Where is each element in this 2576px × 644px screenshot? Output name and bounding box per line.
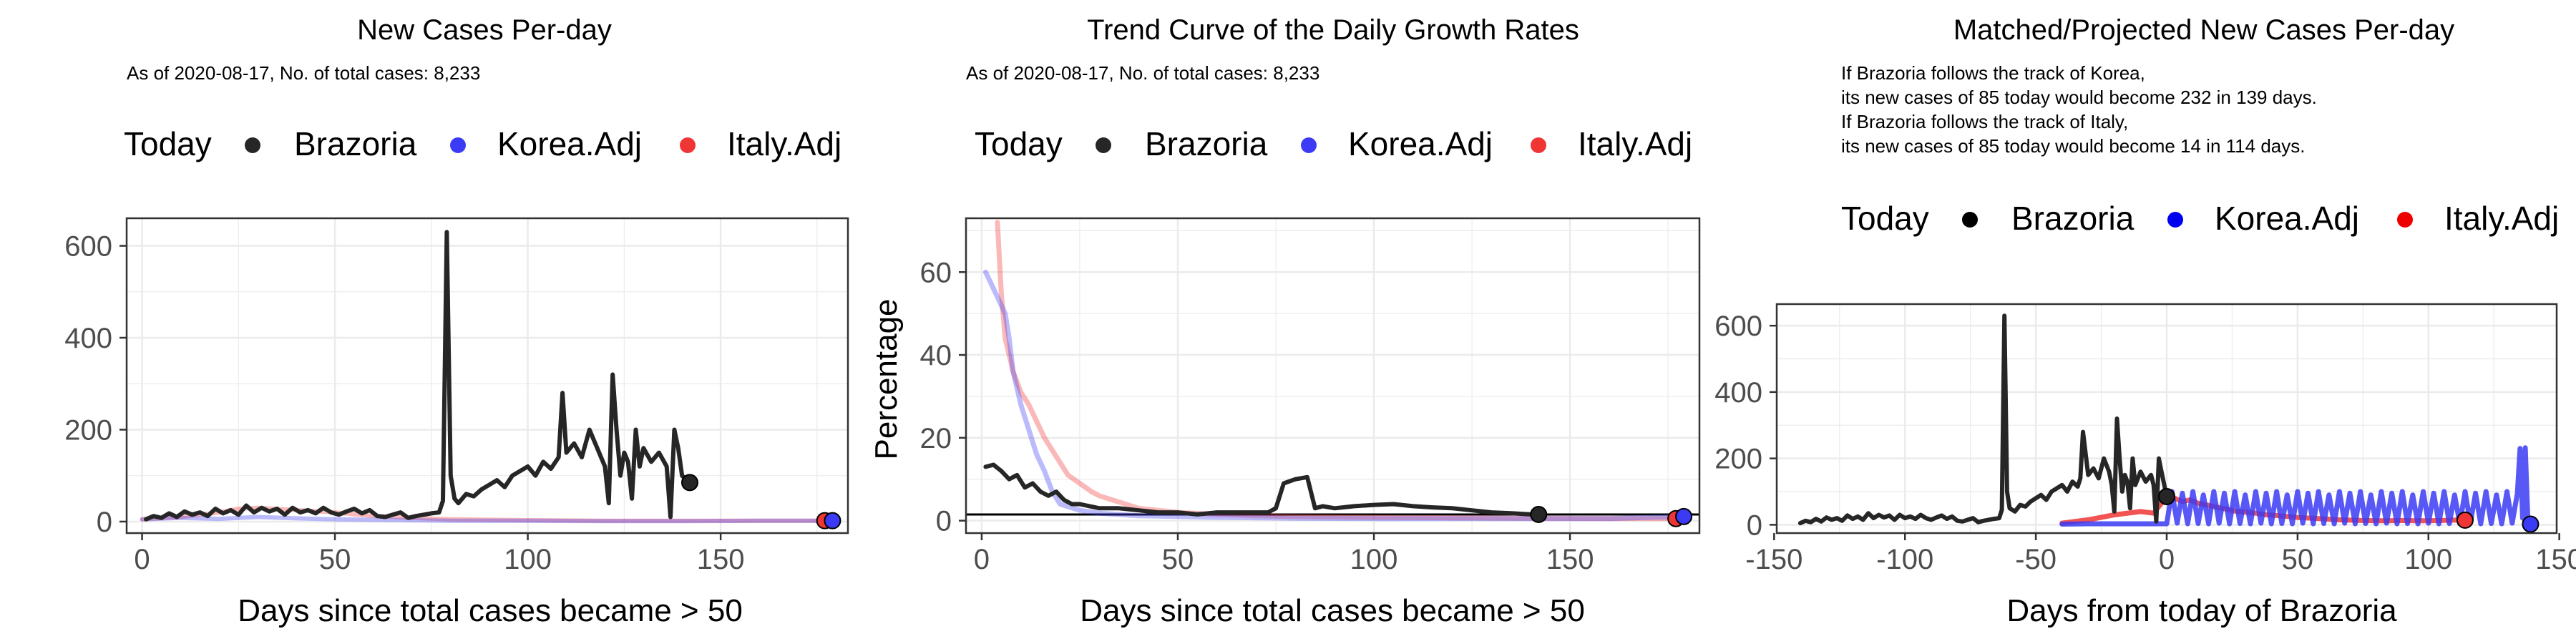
panel3-legend-title: Today xyxy=(1841,200,1929,237)
panel3-annotation-1: If Brazoria follows the track of Korea, xyxy=(1841,62,2145,84)
panel2-y-tick-label: 40 xyxy=(920,340,952,371)
panel2-legend: Today Brazoria Korea.Adj Italy.Adj xyxy=(975,125,1692,162)
panel3-legend-italy-key xyxy=(2397,212,2413,228)
panel3-x-tick-label: 50 xyxy=(2282,544,2314,575)
panel-new-cases: New Cases Per-day As of 2020-08-17, No. … xyxy=(64,14,849,628)
panel1-x-tick-label: 150 xyxy=(697,544,745,575)
panel3-x-tick-label: -150 xyxy=(1745,544,1802,575)
panel3-x-tick-label: 0 xyxy=(2159,544,2175,575)
panel1-subtitle: As of 2020-08-17, No. of total cases: 8,… xyxy=(127,62,480,84)
panel3-today-point-korea-adj xyxy=(2522,515,2540,533)
panel2-series-brazoria xyxy=(983,462,1541,517)
panel3-x-axis-label: Days from today of Brazoria xyxy=(2006,593,2397,628)
panel2-legend-italy-key xyxy=(1531,137,1546,153)
panel2-title: Trend Curve of the Daily Growth Rates xyxy=(1087,14,1579,46)
panel2-y-tick-label: 60 xyxy=(920,257,952,288)
panel3-title: Matched/Projected New Cases Per-day xyxy=(1953,14,2454,46)
panel3-legend-italy: Italy.Adj xyxy=(2444,200,2559,237)
panel2-panel-border xyxy=(965,217,1701,535)
panel2-x-tick-label: 0 xyxy=(974,544,990,575)
panel3-series-korea-adj xyxy=(2059,445,2533,527)
panel2-y-axis-label: Percentage xyxy=(869,298,904,459)
panel3-legend-brazoria: Brazoria xyxy=(2011,200,2135,237)
panel1-legend-italy-key xyxy=(680,137,696,153)
panel1-panel-background xyxy=(127,218,848,533)
panel3-y-tick-label: 0 xyxy=(1747,509,1762,541)
panel1-y-tick-label: 600 xyxy=(64,231,112,263)
panel3-y-tick-label: 600 xyxy=(1714,311,1762,342)
panel3-annotation-4: its new cases of 85 today would become 1… xyxy=(1841,135,2305,157)
panel3-today-point-brazoria xyxy=(2158,487,2175,505)
panel3-x-tick-label: 100 xyxy=(2404,544,2452,575)
panel2-today-point-korea-adj xyxy=(1675,507,1693,525)
panel1-legend: Today Brazoria Korea.Adj Italy.Adj xyxy=(124,125,841,162)
panel3-legend-brazoria-key xyxy=(1962,212,1978,228)
panel3-legend: Today Brazoria Korea.Adj Italy.Adj xyxy=(1841,200,2559,237)
panel2-panel-background xyxy=(966,218,1699,533)
panel1-legend-brazoria-key xyxy=(245,137,260,153)
panel2-series-italy-adj xyxy=(995,220,1679,522)
panel3-series-brazoria xyxy=(1797,313,2169,526)
panel3-plot-area xyxy=(1775,303,2558,535)
panel2-legend-brazoria-key xyxy=(1096,137,1111,153)
panel1-legend-italy: Italy.Adj xyxy=(727,125,841,162)
panel3-legend-korea-key xyxy=(2167,212,2183,228)
panel3-today-point-italy-adj xyxy=(2456,511,2474,529)
panel1-legend-korea-key xyxy=(450,137,466,153)
panel-projected-cases: Matched/Projected New Cases Per-day If B… xyxy=(1714,14,2576,628)
panel-growth-rates: Trend Curve of the Daily Growth Rates As… xyxy=(869,14,1701,628)
panel1-y-tick-label: 0 xyxy=(97,507,112,538)
panel1-x-tick-label: 0 xyxy=(134,544,150,575)
panel3-legend-korea: Korea.Adj xyxy=(2215,200,2359,237)
panel2-y-tick-label: 20 xyxy=(920,423,952,454)
panel2-legend-korea-key xyxy=(1301,137,1317,153)
panel1-plot-area xyxy=(125,217,849,535)
panel1-today-point-korea-adj xyxy=(824,512,841,530)
panel1-legend-title: Today xyxy=(124,125,212,162)
panel1-y-tick-label: 400 xyxy=(64,323,112,354)
panel1-x-tick-label: 100 xyxy=(504,544,552,575)
panel2-subtitle: As of 2020-08-17, No. of total cases: 8,… xyxy=(966,62,1319,84)
panel1-legend-brazoria: Brazoria xyxy=(294,125,417,162)
panel2-legend-brazoria: Brazoria xyxy=(1145,125,1268,162)
panel2-legend-korea: Korea.Adj xyxy=(1348,125,1493,162)
panel2-y-tick-label: 0 xyxy=(936,506,952,537)
panel1-x-tick-label: 50 xyxy=(319,544,351,575)
panel1-series-korea-adj xyxy=(140,514,831,524)
panel2-legend-title: Today xyxy=(975,125,1063,162)
panel1-panel-border xyxy=(125,217,849,535)
panel2-today-point-brazoria xyxy=(1530,505,1548,523)
panel1-series-brazoria xyxy=(144,230,692,522)
panel3-x-tick-label: -50 xyxy=(2015,544,2057,575)
panel3-annotation-3: If Brazoria follows the track of Italy, xyxy=(1841,111,2128,132)
panel2-legend-italy: Italy.Adj xyxy=(1578,125,1692,162)
panel1-x-axis-label: Days since total cases became > 50 xyxy=(238,593,743,628)
panel3-x-tick-label: 150 xyxy=(2535,544,2576,575)
panel1-legend-korea: Korea.Adj xyxy=(497,125,642,162)
panel3-annotation-2: its new cases of 85 today would become 2… xyxy=(1841,87,2317,108)
panel1-today-point-brazoria xyxy=(680,474,698,492)
panel3-x-tick-label: -100 xyxy=(1876,544,1933,575)
panel2-x-tick-label: 100 xyxy=(1350,544,1398,575)
panel2-plot-area xyxy=(965,217,1701,535)
panel2-x-axis-label: Days since total cases became > 50 xyxy=(1080,593,1585,628)
panel3-y-tick-label: 400 xyxy=(1714,377,1762,409)
panel3-y-tick-label: 200 xyxy=(1714,444,1762,475)
panel2-x-tick-label: 50 xyxy=(1162,544,1194,575)
panel1-title: New Cases Per-day xyxy=(357,14,612,46)
panel2-x-tick-label: 150 xyxy=(1546,544,1594,575)
panel1-y-tick-label: 200 xyxy=(64,414,112,446)
